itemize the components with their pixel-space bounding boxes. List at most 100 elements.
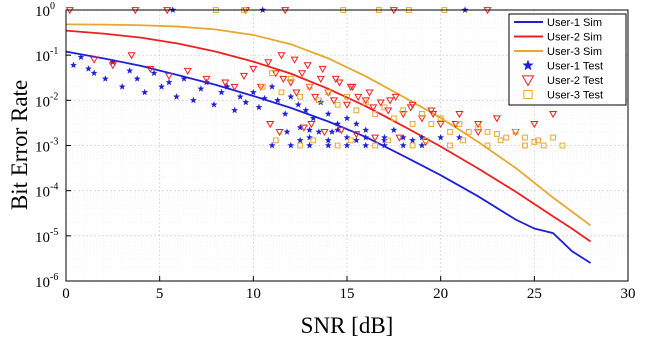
test-point [324, 110, 332, 117]
test-point [409, 136, 417, 144]
test-point [474, 121, 483, 129]
test-point [279, 75, 288, 83]
sim-line-3 [65, 23, 592, 227]
test-point [316, 75, 325, 83]
test-point [372, 111, 379, 117]
test-point [503, 134, 510, 141]
test-point [296, 123, 304, 131]
test-point [493, 131, 500, 137]
test-point [306, 133, 313, 141]
test-point [418, 133, 426, 141]
test-point [297, 70, 307, 78]
test-point [108, 62, 117, 70]
test-point [118, 83, 126, 90]
test-point [283, 128, 291, 135]
test-point [391, 93, 400, 101]
test-point [559, 142, 566, 149]
x-tick-label: 30 [621, 286, 636, 302]
x-tick-label: 10 [246, 286, 261, 302]
test-point [381, 141, 388, 149]
test-point [447, 129, 453, 135]
test-point [395, 134, 404, 142]
test-point [281, 110, 289, 117]
test-point [264, 59, 273, 67]
test-point [303, 62, 312, 70]
x-tick-label: 20 [433, 286, 448, 302]
test-point [202, 75, 211, 83]
x-tick-label: 5 [156, 286, 164, 302]
test-point [427, 107, 436, 115]
test-point [352, 131, 361, 139]
x-tick-label: 15 [340, 286, 355, 302]
legend-label: User-3 Test [547, 90, 603, 102]
test-point [422, 137, 429, 144]
test-point [428, 121, 435, 127]
test-point [90, 69, 98, 77]
test-point [418, 141, 426, 149]
test-point [275, 129, 284, 137]
test-point [269, 70, 275, 77]
test-point [221, 79, 230, 87]
test-point [183, 67, 192, 76]
test-point [492, 115, 501, 123]
legend-label: User-3 Sim [547, 46, 602, 58]
test-point [306, 141, 313, 149]
y-tick-label: 100 [35, 1, 55, 20]
test-point [540, 142, 547, 149]
test-point [150, 69, 158, 77]
test-point [249, 65, 258, 73]
test-series-2 [65, 7, 558, 147]
test-point [409, 142, 416, 149]
test-point [277, 52, 286, 60]
test-point [272, 137, 279, 144]
test-point [343, 141, 351, 149]
test-point [85, 65, 92, 72]
y-axis-ticks: 100 10-1 10-2 10-3 10-4 10-5 10-6 [35, 1, 71, 291]
test-point [259, 83, 266, 90]
test-point [294, 101, 302, 108]
test-point [165, 78, 173, 86]
test-point [456, 121, 463, 127]
test-point [455, 111, 464, 119]
test-point [409, 121, 416, 127]
test-point [230, 83, 239, 91]
test-point [231, 106, 239, 114]
test-point [437, 133, 445, 141]
test-point [343, 114, 351, 122]
x-axis-title: SNR [dB] [301, 313, 394, 338]
y-tick-label: 10-5 [35, 227, 58, 246]
test-point [334, 120, 342, 127]
test-markers [65, 6, 566, 149]
y-tick-label: 10-6 [35, 272, 58, 291]
test-point [376, 99, 385, 107]
test-point [484, 142, 491, 149]
test-point [353, 107, 360, 114]
test-point [390, 115, 397, 122]
test-point [292, 89, 301, 97]
y-tick-label: 10-3 [35, 137, 58, 156]
test-point [399, 111, 408, 119]
test-point [362, 133, 370, 141]
test-point [419, 111, 425, 117]
test-point [210, 101, 218, 108]
test-point [309, 114, 317, 122]
test-point [460, 137, 467, 144]
test-point [329, 97, 338, 105]
test-point [347, 137, 354, 144]
sim-line-2 [65, 29, 592, 243]
test-point [484, 129, 491, 135]
test-point [386, 97, 395, 105]
test-point [146, 65, 155, 73]
test-point [385, 137, 392, 144]
test-point [287, 141, 295, 149]
test-point [365, 89, 374, 97]
test-series-1 [70, 6, 469, 149]
test-point [334, 126, 342, 133]
test-point [218, 88, 225, 96]
test-point [297, 142, 304, 149]
legend-label: User-1 Sim [547, 17, 602, 29]
test-point [384, 107, 393, 115]
test-point [337, 127, 346, 135]
test-point [101, 75, 109, 82]
y-tick-label: 10-1 [35, 46, 58, 65]
